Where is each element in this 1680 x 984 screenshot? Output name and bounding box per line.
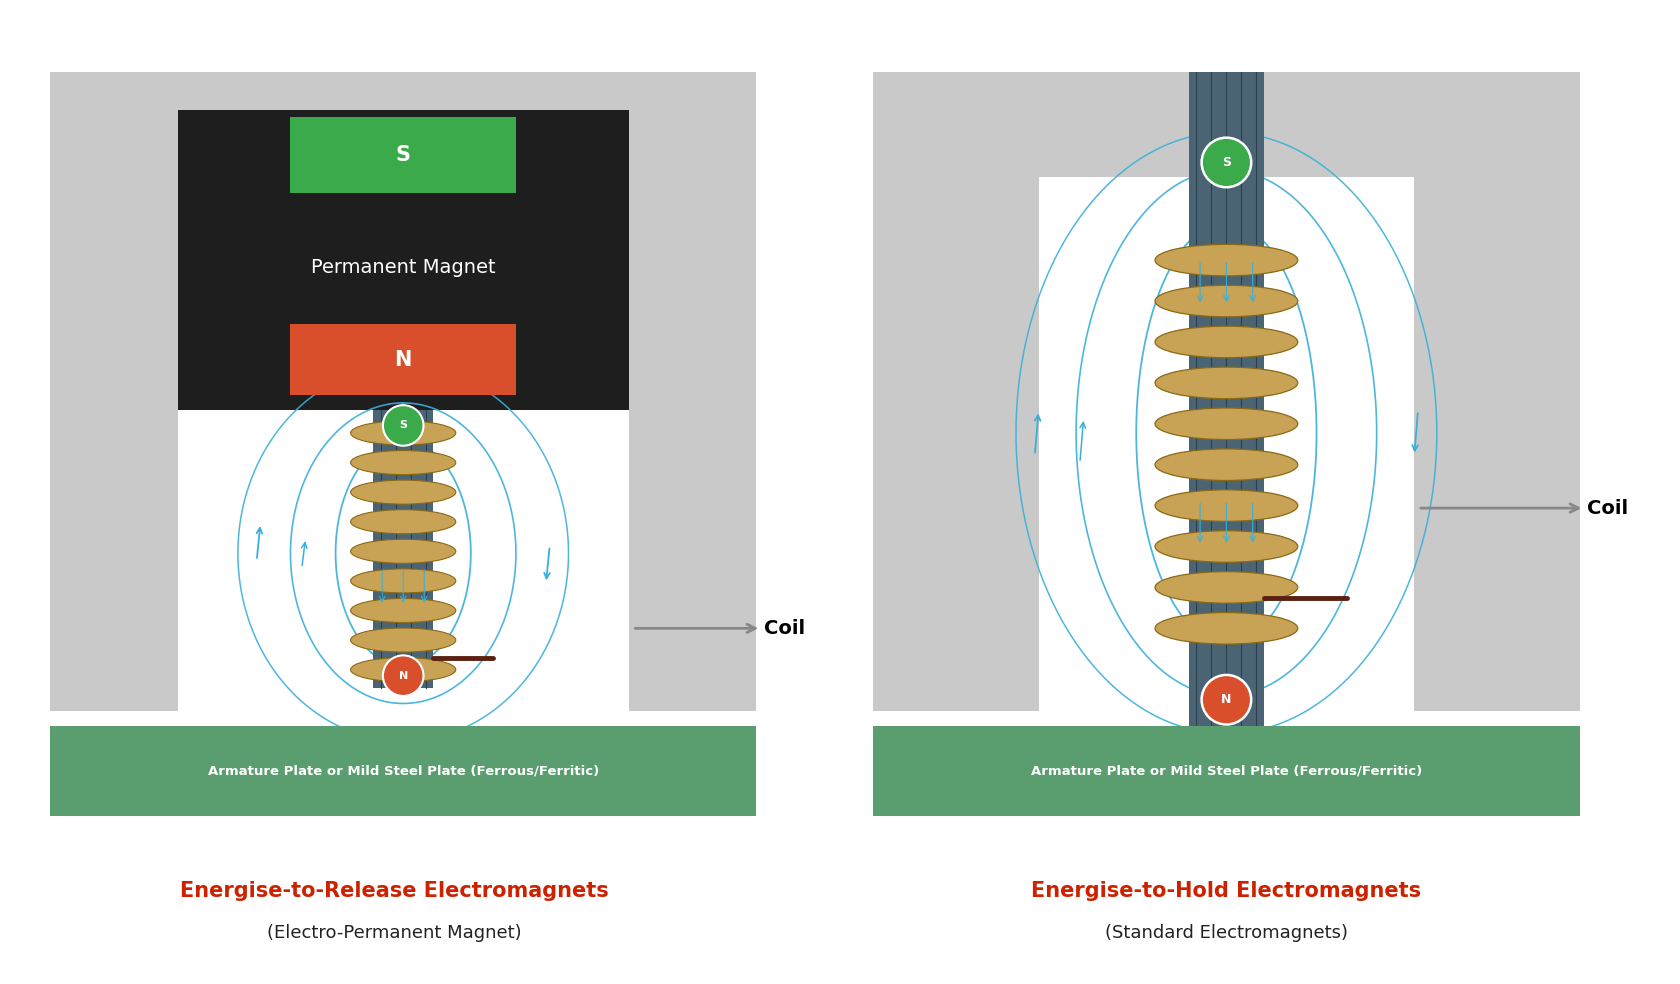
FancyBboxPatch shape — [178, 110, 628, 410]
Text: Permanent Magnet: Permanent Magnet — [311, 258, 496, 277]
Text: Energise-to-Release Electromagnets: Energise-to-Release Electromagnets — [180, 881, 610, 900]
Ellipse shape — [351, 539, 455, 563]
Circle shape — [1201, 138, 1252, 187]
Ellipse shape — [1156, 326, 1297, 358]
Text: Energise-to-Hold Electromagnets: Energise-to-Hold Electromagnets — [1032, 881, 1421, 900]
Text: Armature Plate or Mild Steel Plate (Ferrous/Ferritic): Armature Plate or Mild Steel Plate (Ferr… — [1032, 765, 1421, 777]
FancyBboxPatch shape — [178, 410, 628, 711]
FancyBboxPatch shape — [1415, 72, 1579, 711]
Ellipse shape — [351, 510, 455, 533]
Text: S: S — [1221, 155, 1231, 169]
FancyBboxPatch shape — [291, 117, 516, 193]
Circle shape — [1201, 675, 1252, 724]
Ellipse shape — [1156, 490, 1297, 522]
Text: N: N — [1221, 693, 1231, 707]
Text: Armature Plate or Mild Steel Plate (Ferrous/Ferritic): Armature Plate or Mild Steel Plate (Ferr… — [208, 765, 598, 777]
Text: Coil: Coil — [635, 619, 805, 638]
Text: (Electro-Permanent Magnet): (Electro-Permanent Magnet) — [267, 924, 522, 942]
FancyBboxPatch shape — [50, 72, 756, 208]
Ellipse shape — [1156, 572, 1297, 603]
Text: S: S — [396, 145, 410, 165]
Ellipse shape — [351, 628, 455, 652]
FancyBboxPatch shape — [1189, 72, 1263, 733]
Ellipse shape — [351, 451, 455, 474]
FancyBboxPatch shape — [874, 726, 1579, 816]
Ellipse shape — [1156, 449, 1297, 480]
Text: S: S — [400, 420, 407, 430]
Ellipse shape — [1156, 285, 1297, 317]
FancyBboxPatch shape — [50, 72, 178, 711]
Text: Coil: Coil — [1421, 499, 1628, 518]
FancyBboxPatch shape — [874, 72, 1579, 177]
Ellipse shape — [1156, 367, 1297, 399]
Circle shape — [383, 655, 423, 696]
Ellipse shape — [351, 421, 455, 445]
Ellipse shape — [351, 598, 455, 623]
Text: N: N — [398, 671, 408, 681]
Ellipse shape — [1156, 408, 1297, 440]
FancyBboxPatch shape — [628, 72, 756, 711]
Ellipse shape — [1156, 244, 1297, 276]
FancyBboxPatch shape — [874, 72, 1038, 711]
Ellipse shape — [1156, 530, 1297, 562]
Ellipse shape — [351, 480, 455, 504]
Text: (Standard Electromagnets): (Standard Electromagnets) — [1105, 924, 1347, 942]
FancyBboxPatch shape — [50, 726, 756, 816]
Ellipse shape — [351, 657, 455, 682]
Text: N: N — [395, 350, 412, 370]
FancyBboxPatch shape — [1038, 177, 1415, 711]
FancyBboxPatch shape — [373, 410, 433, 689]
Circle shape — [383, 405, 423, 446]
Ellipse shape — [351, 569, 455, 593]
Ellipse shape — [1156, 613, 1297, 645]
FancyBboxPatch shape — [291, 324, 516, 396]
